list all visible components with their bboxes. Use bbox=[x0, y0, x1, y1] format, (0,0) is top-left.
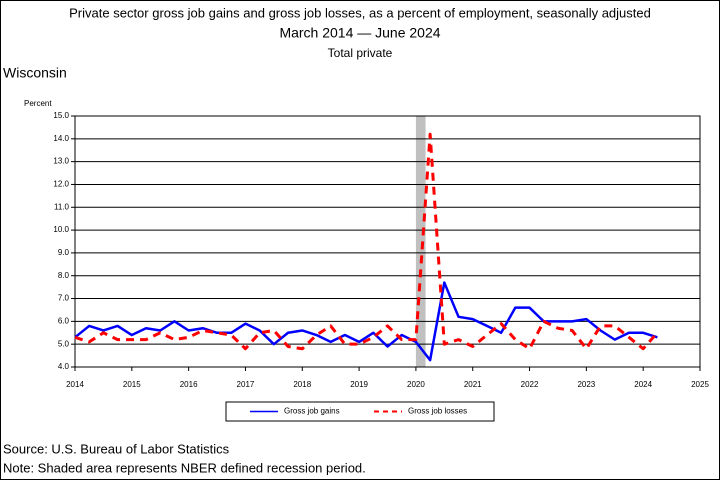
y-tick-label: 9.0 bbox=[58, 248, 70, 257]
x-tick-label: 2019 bbox=[350, 380, 368, 389]
y-tick-label: 10.0 bbox=[53, 225, 69, 234]
x-tick-label: 2020 bbox=[407, 380, 425, 389]
y-tick-label: 14.0 bbox=[53, 134, 69, 143]
x-tick-label: 2021 bbox=[464, 380, 482, 389]
y-tick-label: 15.0 bbox=[53, 111, 69, 120]
plot-area bbox=[74, 115, 701, 368]
y-tick-label: 7.0 bbox=[58, 294, 70, 303]
x-tick-label: 2014 bbox=[66, 380, 84, 389]
series-line bbox=[74, 281, 658, 362]
chart-subtitle: Total private bbox=[328, 46, 393, 60]
x-tick-label: 2016 bbox=[180, 380, 198, 389]
x-tick-label: 2024 bbox=[634, 380, 652, 389]
chart-subtitle: March 2014 — June 2024 bbox=[279, 25, 440, 41]
note: Note: Shaded area represents NBER define… bbox=[3, 460, 366, 475]
source: Source: U.S. Bureau of Labor Statistics bbox=[3, 441, 230, 456]
series-line bbox=[74, 132, 659, 351]
legend bbox=[225, 401, 495, 422]
region-label: Wisconsin bbox=[3, 65, 67, 81]
y-tick-label: 5.0 bbox=[58, 339, 70, 348]
y-axis-label: Percent bbox=[24, 99, 52, 108]
y-tick-label: 4.0 bbox=[58, 362, 70, 371]
x-tick-label: 2023 bbox=[577, 380, 595, 389]
legend-label: Gross job gains bbox=[284, 407, 340, 416]
chart-title: Private sector gross job gains and gross… bbox=[69, 5, 651, 20]
recession-shade bbox=[415, 116, 426, 367]
x-tick-label: 2025 bbox=[691, 380, 709, 389]
x-tick-label: 2022 bbox=[521, 380, 539, 389]
legend-label: Gross job losses bbox=[408, 407, 467, 416]
y-tick-label: 13.0 bbox=[53, 157, 69, 166]
x-tick-label: 2018 bbox=[293, 380, 311, 389]
y-tick-label: 12.0 bbox=[53, 180, 69, 189]
y-tick-label: 6.0 bbox=[58, 316, 70, 325]
x-tick-label: 2017 bbox=[237, 380, 255, 389]
x-tick-label: 2015 bbox=[123, 380, 141, 389]
y-tick-label: 8.0 bbox=[58, 271, 70, 280]
y-tick-label: 11.0 bbox=[54, 202, 70, 211]
